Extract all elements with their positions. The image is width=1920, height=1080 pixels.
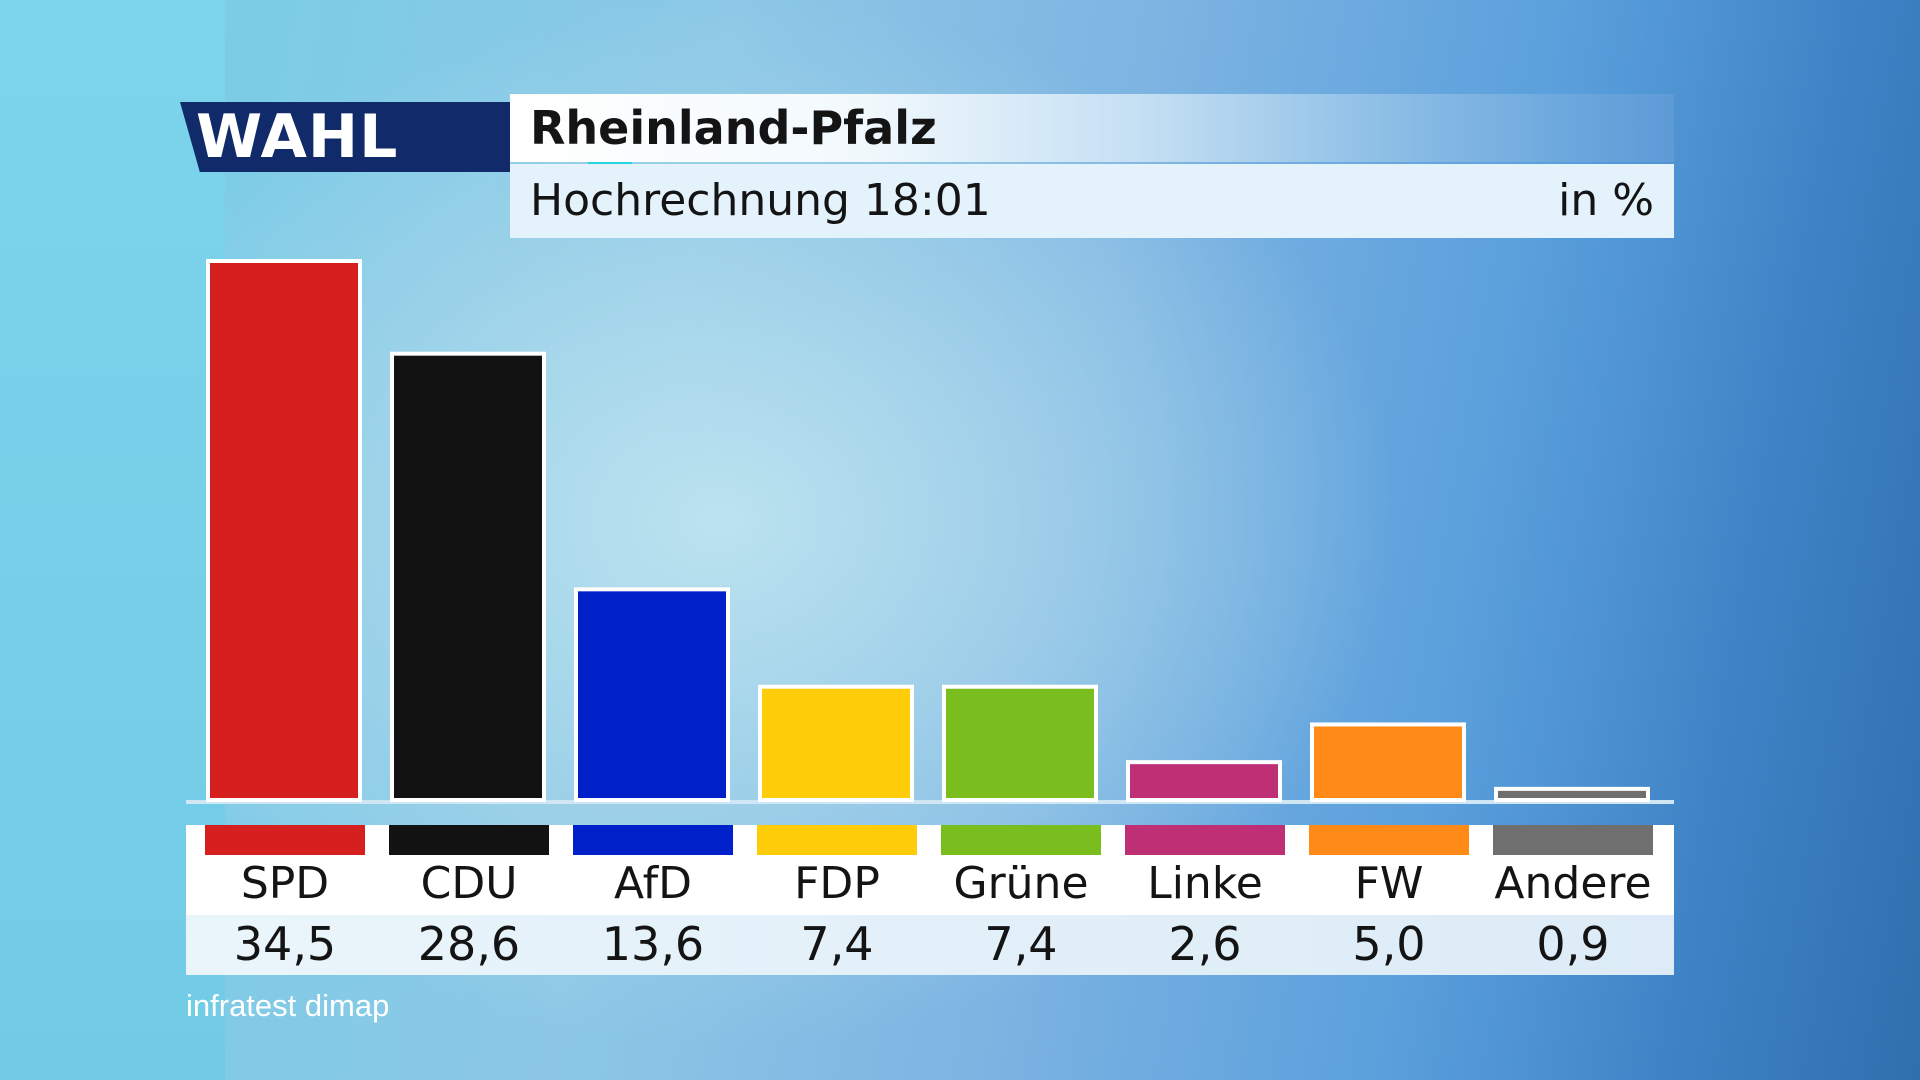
value-label: 13,6 — [602, 917, 704, 971]
bar-spd — [206, 259, 362, 802]
bar-fdp — [758, 684, 914, 803]
bar-cdu — [390, 351, 546, 802]
swatch-fw — [1309, 825, 1469, 855]
results-table: SPD 34,5 CDU 28,6 AfD 13,6 FDP 7,4 Grüne 7,4 Linke… — [186, 825, 1674, 975]
category-label: Grüne — [953, 858, 1088, 909]
chart-title: Rheinland-Pfalz — [530, 101, 937, 155]
category-label: CDU — [421, 858, 518, 909]
swatch-linke — [1125, 825, 1285, 855]
value-label: 0,9 — [1536, 917, 1609, 971]
category-label: Linke — [1147, 858, 1263, 909]
bar-andere — [1494, 786, 1650, 802]
source-label: infratest dimap — [186, 988, 390, 1023]
value-label: 2,6 — [1168, 917, 1241, 971]
value-label: 34,5 — [234, 917, 336, 971]
category-label: AfD — [614, 858, 692, 909]
bars-group — [186, 259, 1674, 804]
swatch-cdu — [389, 825, 549, 855]
unit-label: in % — [1558, 175, 1654, 226]
baseline — [186, 800, 1674, 804]
bar-linke — [1126, 760, 1282, 803]
swatch-fdp — [757, 825, 917, 855]
swatch-grüne — [941, 825, 1101, 855]
category-label: SPD — [241, 858, 329, 909]
swatch-spd — [205, 825, 365, 855]
value-label: 28,6 — [418, 917, 520, 971]
title-bar — [510, 94, 1674, 162]
bar-afd — [574, 587, 730, 803]
swatch-andere — [1493, 825, 1653, 855]
value-label: 7,4 — [800, 917, 873, 971]
chart-header: WAHL 21 Rheinland-Pfalz Hochrechnung 18:… — [180, 94, 1674, 238]
category-label: FW — [1355, 858, 1424, 909]
category-label: Andere — [1494, 858, 1651, 909]
value-label: 7,4 — [984, 917, 1057, 971]
bar-fw — [1310, 722, 1466, 803]
value-label: 5,0 — [1352, 917, 1425, 971]
swatch-afd — [573, 825, 733, 855]
bar-grüne — [942, 684, 1098, 803]
wahl-logo: WAHL — [180, 102, 510, 172]
subtitle-bar — [510, 164, 1674, 238]
value-row-bg — [186, 915, 1674, 975]
chart-subtitle: Hochrechnung 18:01 — [530, 175, 991, 226]
category-label: FDP — [794, 858, 880, 909]
